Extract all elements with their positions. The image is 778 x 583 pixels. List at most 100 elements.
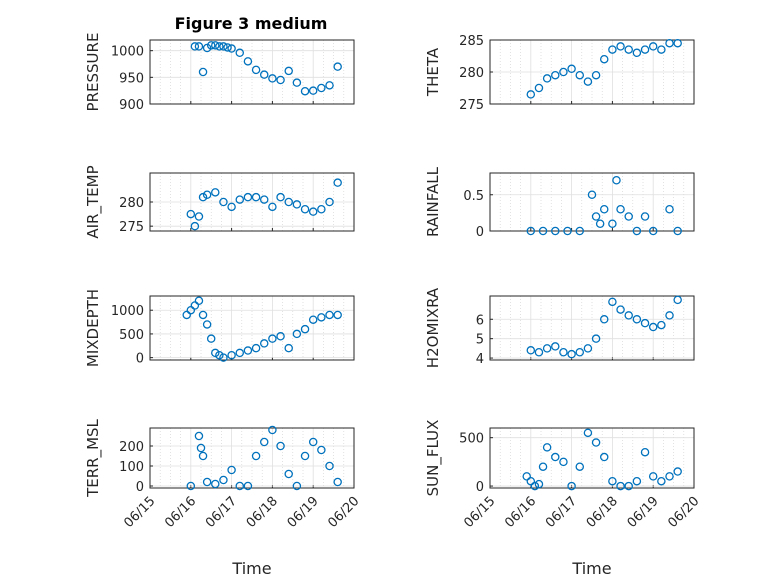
data-point [559,457,568,467]
data-point [333,62,342,71]
data-point [640,212,650,221]
data-point [268,334,277,343]
x-tick-label: 06/18 [244,494,281,531]
data-point [325,81,334,90]
data-point [268,202,277,212]
y-axis-label: AIR_TEMP [84,165,103,238]
data-point [648,226,658,236]
data-point [308,86,318,95]
y-tick-label: 6 [476,313,484,328]
axes-frame [149,39,355,105]
data-point [251,192,261,202]
axes-frame [149,427,355,489]
y-tick-label: 280 [119,196,144,211]
data-point [542,443,552,452]
y-tick-label: 900 [119,98,144,113]
data-point [657,320,666,330]
x-tick-label: 06/15 [461,494,498,531]
data-point [599,315,609,324]
data-point [219,42,228,51]
subplot-8: 0 500 06/15 06/16 06/17 06/18 06/19 06/20 Time SU… [424,420,702,578]
data-point [284,469,293,479]
x-tick-label: 06/17 [543,494,580,531]
data-point [526,476,536,486]
data-point [235,481,245,491]
y-tick-label: 275 [459,98,484,113]
data-point [673,38,682,48]
y-tick-label: 0.5 [463,189,484,204]
data-point [608,476,617,486]
data-point [665,472,674,481]
data-point [198,310,208,320]
data-point [308,207,318,216]
data-point [194,42,204,51]
data-point [333,477,342,487]
data-point [632,315,642,324]
data-point [648,42,658,51]
data-point [538,462,548,471]
axes-frame [489,172,695,232]
subplot-7: 0 100 200 06/15 06/16 06/17 06/18 06/19 06/20 Tim… [84,418,362,578]
data-point [616,42,625,51]
subplot-5: 0 500 1000 MIXDEPTH [84,289,355,367]
data-point [591,212,601,221]
data-point [559,67,568,77]
y-tick-label: 0 [136,480,144,495]
x-axis-label: Time [231,559,271,578]
x-tick-label: 06/19 [625,494,662,531]
data-point [235,348,245,358]
data-point [243,481,253,491]
y-tick-label: 275 [119,220,144,235]
y-tick-label: 500 [119,328,144,343]
data-point [317,83,326,93]
data-point [227,202,236,212]
data-point [202,477,212,487]
data-point [211,188,220,197]
data-point [194,296,204,305]
x-tick-label: 06/17 [203,494,240,531]
data-point [276,332,285,341]
data-point [599,204,609,214]
y-axis-label: PRESSURE [84,33,102,112]
axes-frame [489,427,695,489]
data-point [575,462,585,471]
data-point [206,41,216,50]
data-point [196,443,206,453]
data-point [317,313,326,322]
data-point [542,344,552,353]
data-point [534,347,544,357]
data-point [624,212,633,221]
data-point [284,66,293,76]
data-point [317,445,326,455]
data-point [591,438,601,447]
data-point [673,467,682,476]
y-axis-label: SUN_FLUX [424,420,443,497]
y-axis-label: RAINFALL [424,166,442,237]
data-point [259,195,269,204]
data-point [551,70,560,80]
y-tick-label: 4 [476,352,484,367]
data-point [673,295,682,305]
data-point [300,204,310,214]
subplot-1: 900 950 1000 PRESSURE [84,33,355,113]
data-point [665,311,674,320]
data-point [243,192,253,202]
data-point [559,347,568,357]
data-point [259,339,269,348]
data-point [202,190,212,199]
data-point [276,75,285,85]
data-point [665,204,674,214]
data-point [632,226,642,236]
data-point [648,322,658,332]
data-point [276,192,285,202]
data-point [186,481,196,491]
axes-frame [149,172,355,232]
data-point [292,481,302,491]
data-point [595,219,605,228]
data-point [648,472,658,481]
x-axis-label: Time [571,559,611,578]
y-tick-label: 0 [136,352,144,367]
axes-box [489,172,695,232]
data-point [243,57,253,66]
data-point [300,451,310,461]
